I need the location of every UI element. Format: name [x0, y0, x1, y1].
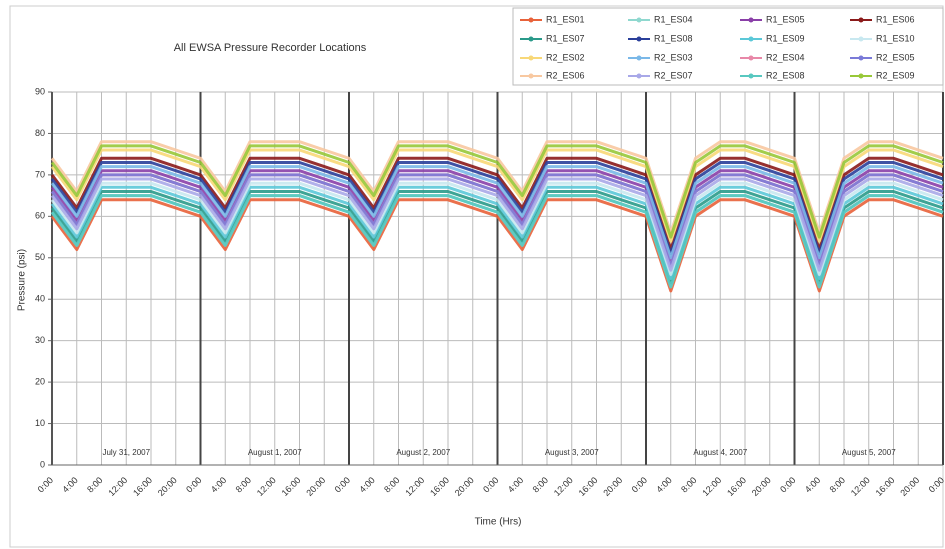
y-tick-label: 50 — [35, 252, 45, 262]
legend-marker — [636, 36, 642, 42]
y-tick-label: 0 — [40, 459, 45, 469]
day-annotation: August 5, 2007 — [842, 448, 896, 457]
legend-marker — [748, 55, 754, 61]
legend-label: R1_ES04 — [654, 14, 693, 24]
y-tick-label: 60 — [35, 211, 45, 221]
legend-label: R2_ES04 — [766, 52, 805, 62]
legend-label: R2_ES06 — [546, 70, 585, 80]
chart-frame — [9, 5, 944, 548]
series-line — [50, 177, 944, 272]
day-annotation: August 2, 2007 — [396, 448, 450, 457]
legend-marker — [528, 17, 534, 23]
day-annotation: August 1, 2007 — [248, 448, 302, 457]
series-line — [50, 161, 944, 256]
day-annotation: August 4, 2007 — [693, 448, 747, 457]
chart-title: All EWSA Pressure Recorder Locations — [174, 42, 367, 54]
legend-marker — [636, 17, 642, 23]
series-line — [50, 140, 944, 235]
y-tick-label: 80 — [35, 128, 45, 138]
legend-label: R1_ES05 — [766, 14, 805, 24]
legend-marker — [748, 17, 754, 23]
day-annotation: July 31, 2007 — [102, 448, 150, 457]
series-line — [50, 194, 944, 289]
legend-marker — [858, 17, 864, 23]
legend-marker — [858, 55, 864, 61]
day-annotation: August 3, 2007 — [545, 448, 599, 457]
legend-label: R1_ES08 — [654, 33, 693, 43]
legend-label: R1_ES09 — [766, 33, 805, 43]
legend-label: R1_ES06 — [876, 14, 915, 24]
series-line — [50, 165, 944, 260]
legend-marker — [636, 55, 642, 61]
x-axis-label: Time (Hrs) — [475, 517, 522, 528]
legend-marker — [636, 73, 642, 79]
legend-marker — [748, 36, 754, 42]
legend-label: R2_ES07 — [654, 70, 693, 80]
y-tick-label: 90 — [35, 86, 45, 96]
legend-marker — [858, 36, 864, 42]
legend-marker — [528, 73, 534, 79]
legend-label: R1_ES10 — [876, 33, 915, 43]
y-axis-label: Pressure (psi) — [17, 249, 28, 311]
y-tick-label: 40 — [35, 294, 45, 304]
series-line — [50, 156, 944, 251]
legend-label: R2_ES03 — [654, 52, 693, 62]
legend-label: R2_ES05 — [876, 52, 915, 62]
y-tick-label: 70 — [35, 169, 45, 179]
legend-marker — [528, 36, 534, 42]
legend-label: R2_ES02 — [546, 52, 585, 62]
legend-label: R1_ES07 — [546, 33, 585, 43]
legend-marker — [858, 73, 864, 79]
legend-label: R1_ES01 — [546, 14, 585, 24]
series-line — [50, 173, 944, 268]
y-tick-label: 10 — [35, 418, 45, 428]
legend-marker — [528, 55, 534, 61]
legend-marker — [748, 73, 754, 79]
legend-label: R2_ES09 — [876, 70, 915, 80]
series-line — [50, 144, 944, 239]
legend-label: R2_ES08 — [766, 70, 805, 80]
y-tick-label: 30 — [35, 335, 45, 345]
y-tick-label: 20 — [35, 376, 45, 386]
